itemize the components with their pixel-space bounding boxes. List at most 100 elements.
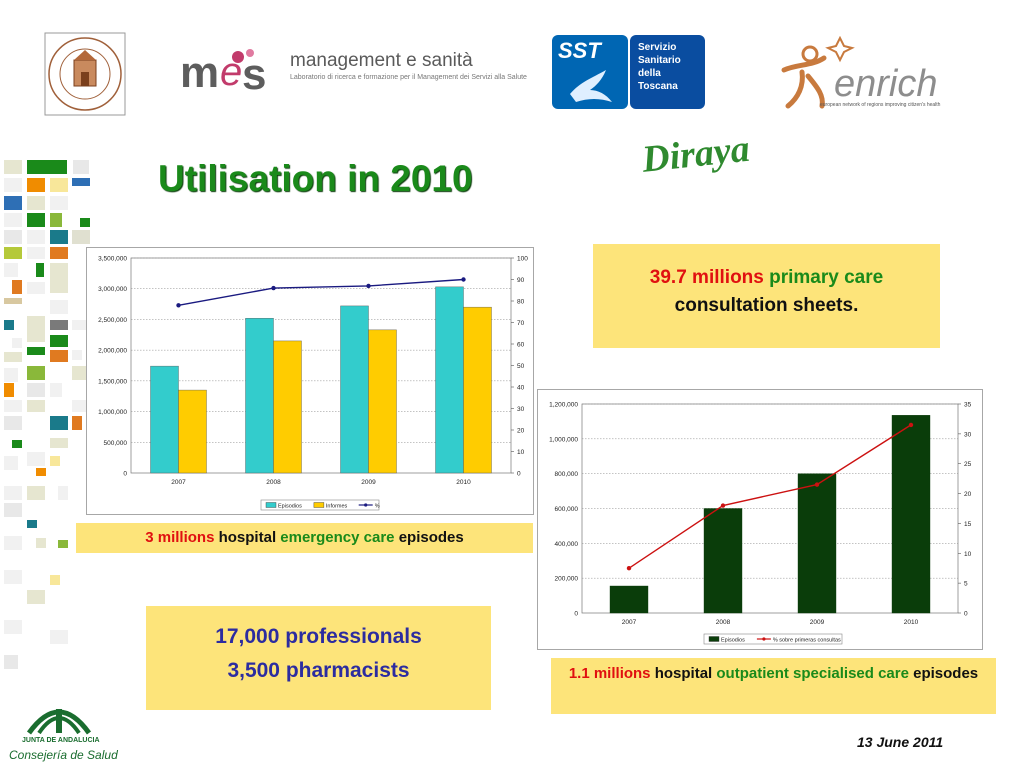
sst-label: Servizio Sanitario della Toscana	[638, 41, 681, 93]
y2-tick-label: 15	[964, 521, 972, 528]
emergency-chart: 0 500,000 1,000,000 1,500,000 2,000,000 2,500…	[86, 247, 534, 515]
emergency-chart-svg: 0 500,000 1,000,000 1,500,000 2,000,000 2,500…	[98, 256, 528, 511]
bar-episodios	[340, 305, 369, 474]
tile	[12, 338, 22, 348]
bar-informes	[273, 340, 302, 474]
x-tick-label: 2009	[810, 619, 825, 626]
tile	[4, 263, 18, 277]
tile	[27, 452, 45, 466]
outpatient-chart-svg: 0 200,000 400,000 600,000 800,000 1,000,000 1,…	[549, 402, 972, 645]
svg-text:enrich: enrich	[834, 63, 938, 105]
legend-label: Informes	[326, 504, 348, 510]
line-point	[461, 277, 466, 282]
tile	[4, 196, 22, 210]
line-series	[178, 278, 464, 306]
legend-box	[703, 633, 843, 645]
svg-text:m: m	[180, 48, 219, 97]
tile	[27, 178, 45, 192]
tile	[27, 196, 45, 210]
legend-swatch	[313, 502, 325, 508]
legend-swatch	[265, 502, 277, 508]
tile	[4, 486, 22, 500]
tile	[4, 247, 22, 259]
tile	[73, 160, 89, 174]
legend-label: Episodios	[278, 504, 302, 510]
y2-tick-label: 5	[964, 581, 968, 588]
tile	[72, 366, 86, 380]
y-tick-label: 200,000	[555, 576, 579, 583]
y-tick-label: 800,000	[555, 471, 579, 478]
emergency-hospital: hospital	[214, 529, 281, 546]
tile	[4, 160, 22, 174]
bar-informes	[463, 306, 492, 474]
junta-label: JUNTA DE ANDALUCIA	[22, 737, 100, 744]
line-point	[814, 482, 820, 487]
bar-episodios	[891, 415, 931, 614]
tile	[12, 280, 22, 294]
tile	[36, 468, 46, 476]
svg-text:s: s	[242, 50, 266, 99]
tile	[4, 230, 22, 244]
tile	[4, 456, 18, 470]
tile	[4, 368, 18, 382]
y2-tick-label: 40	[517, 385, 525, 392]
tile	[50, 178, 68, 192]
primary-care-label: primary care	[763, 267, 884, 288]
outpatient-callout: 1.1 millions hospital outpatient special…	[551, 658, 996, 714]
tile	[72, 178, 90, 186]
y-tick-label: 1,000,000	[549, 436, 578, 443]
tile	[50, 263, 68, 293]
mes-logo: m e s	[180, 48, 266, 99]
tile	[4, 503, 22, 517]
tile	[72, 400, 86, 412]
emergency-care-label: emergency care	[280, 529, 395, 546]
tile	[12, 440, 22, 448]
slide-title: Utilisation in 2010	[158, 158, 473, 199]
tile	[27, 400, 45, 412]
y-tick-label: 0	[123, 471, 127, 478]
outpatient-chart: 0 200,000 400,000 600,000 800,000 1,000,000 1,…	[537, 389, 983, 650]
bar-informes	[368, 329, 397, 474]
legend-label: Episodios	[721, 638, 745, 644]
tile	[27, 520, 37, 528]
staff-callout: 17,000 professionals 3,500 pharmacists	[146, 606, 491, 710]
line-point	[176, 303, 181, 308]
tile	[4, 298, 22, 304]
y-tick-label: 2,500,000	[98, 317, 127, 324]
tile	[50, 575, 60, 585]
bar-episodios	[797, 473, 837, 614]
pegasus-icon	[570, 70, 612, 102]
tile	[27, 160, 67, 174]
y-tick-label: 1,200,000	[549, 402, 578, 409]
emergency-callout: 3 millions hospital emergency care episo…	[76, 523, 533, 553]
legend-line-marker	[762, 637, 766, 641]
tile	[4, 320, 14, 330]
diraya-brand: Diraya	[640, 127, 752, 181]
y2-tick-label: 10	[517, 449, 525, 456]
sst-line-1: Servizio	[638, 42, 677, 53]
legend-label: %	[375, 504, 380, 510]
bar-episodios	[150, 365, 179, 474]
tile	[50, 335, 68, 347]
professionals-count: 17,000 professionals	[215, 625, 422, 648]
emergency-episodes: episodes	[394, 529, 464, 546]
slide-date: 13 June 2011	[857, 734, 944, 750]
tile	[27, 282, 45, 294]
tile	[50, 247, 68, 259]
y-tick-label: 1,000,000	[98, 409, 127, 416]
tile	[4, 213, 22, 227]
x-tick-label: 2009	[361, 479, 376, 486]
tile	[27, 316, 45, 342]
tile	[50, 230, 68, 244]
tile	[50, 416, 68, 430]
x-tick-label: 2010	[904, 619, 919, 626]
tile	[72, 320, 86, 330]
mes-subtitle: Laboratorio di ricerca e formazione per …	[290, 74, 527, 81]
y2-tick-label: 0	[517, 471, 521, 478]
tile	[50, 213, 62, 227]
tile	[27, 486, 45, 500]
tile	[4, 383, 14, 397]
y2-tick-label: 30	[517, 406, 525, 413]
tile	[72, 230, 90, 244]
tile	[27, 230, 45, 244]
